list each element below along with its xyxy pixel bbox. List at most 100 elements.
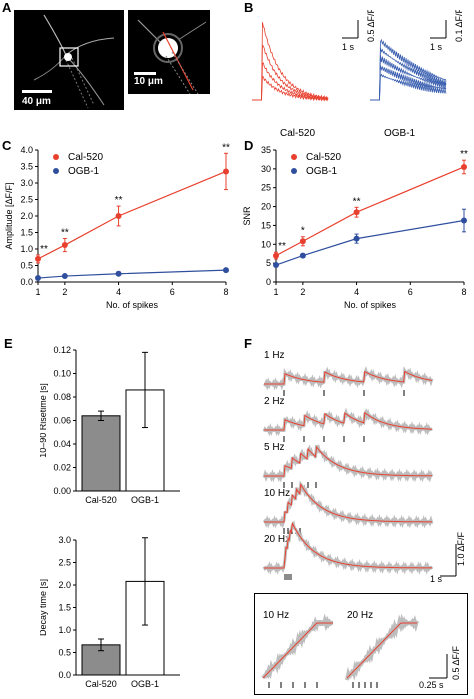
rate-label: 20 Hz [264,534,290,545]
trace-fit [264,370,433,385]
y-tick-label: 0 [266,277,271,287]
significance-label: ** [115,195,123,206]
panel-f-letter: F [244,336,252,351]
data-point [35,275,41,282]
data-point [299,252,306,259]
y-tick-label: 0.0 [20,277,33,287]
f-scale-time: 1 s [430,574,443,584]
inset-trace-raw [261,613,333,680]
data-point [223,168,229,175]
y-axis-label: Amplitude [ΔF/F] [4,182,14,249]
f-inset-scale-amp: 0.5 ΔF/F [451,645,461,680]
b-red-scale-time: 1 s [342,42,355,52]
x-tick-label: 8 [461,287,466,297]
x-tick-label: 1 [35,287,40,297]
x-tick-label: 4 [354,287,359,297]
blue-trace [370,38,447,101]
inset-trace-raw [345,613,419,681]
inset-scale-bar [429,654,448,679]
rate-label: 1 Hz [264,350,285,361]
rate-label: 2 Hz [264,396,285,407]
data-point [115,270,122,277]
x-tick-label: 6 [408,287,413,297]
trace-fit [264,521,432,569]
scale-bar-right [134,72,156,75]
y-tick-label: 2.0 [20,211,33,221]
f-inset-traces [261,613,448,688]
legend-marker [291,168,297,174]
legend-marker [53,168,59,174]
legend-marker [53,154,59,160]
panel-b-letter: B [244,0,254,15]
y-tick-label: 0.12 [53,345,71,355]
y-tick-label: 5 [266,258,271,268]
data-point [61,242,68,249]
chart-e-risetime: 0.00 0.02 0.04 0.06 0.08 0.10 0.12 10–90 Riseti… [40,345,180,505]
legend-label: OGB-1 [306,166,338,177]
x-axis-label: No. of spikes [106,300,159,310]
micrograph-zoom: 10 μm [128,10,210,94]
category-label: OGB-1 [131,495,159,505]
x-tick-label: 6 [170,287,175,297]
category-label: Cal-520 [85,679,117,689]
f-inset-label-20hz: 20 Hz [347,610,374,621]
panel-b-traces: 1 s 0.5 ΔF/F 1 s 0.1 ΔF/F [252,10,464,102]
y-tick-label: 2.5 [20,195,33,205]
trace-fit [264,482,432,523]
y-tick-label: 0.04 [53,439,71,449]
trace-raw [262,520,434,575]
y-tick-label: 20 [261,202,271,212]
bar-0 [81,415,121,492]
data-point [115,213,122,219]
inset-trace-fit [346,622,417,679]
y-tick-label: 4.0 [20,145,33,155]
significance-label: ** [278,241,286,252]
blue-traces [370,38,447,101]
y-tick-label: 1.5 [58,603,71,613]
data-point [353,209,360,216]
series-line-1 [275,219,465,266]
y-tick-label: 1.5 [20,228,33,238]
y-tick-label: 2.0 [58,580,71,590]
data-point [61,273,68,280]
x-tick-label: 1 [273,287,278,297]
micrograph-overview: 40 μm [14,10,124,110]
y-axis-label: Decay time [s] [40,579,48,636]
y-tick-label: 15 [261,220,271,230]
data-point [461,217,467,224]
spike-train-marker [284,574,292,580]
inset-trace-fit [262,622,333,679]
d-top-label-left: Cal-520 [280,128,316,139]
series-line-0 [37,170,227,260]
panel-d-letter: D [244,138,254,153]
rate-label: 5 Hz [264,442,285,453]
y-axis-label: 10–90 Risetime [s] [40,383,48,458]
y-tick-label: 35 [261,145,271,155]
f-scale-bar [440,544,457,577]
x-tick-label: 4 [116,287,121,297]
x-axis-label: No. of spikes [344,300,397,310]
f-inset-label-10hz: 10 Hz [263,610,290,621]
chart-c: 0.0 0.5 1.0 1.5 2.0 2.5 3.0 3.5 4.0 1 2 4 6 8 No. of s… [4,142,230,310]
b-blue-scale-amp: 0.1 ΔF/F [454,10,464,42]
y-tick-label: 30 [261,164,271,174]
red-traces [252,22,329,102]
y-tick-label: 1.0 [58,625,71,635]
y-tick-label: 0.08 [53,392,71,402]
b-blue-scale-time: 1 s [430,42,443,52]
f-inset-box: 10 Hz 20 Hz 0.5 ΔF/F 0.25 s [254,593,468,695]
scale-label-right: 10 μm [134,76,163,87]
y-tick-label: 3.5 [20,162,33,172]
data-point [273,252,279,259]
chart-e-decay: 0.0 0.5 1.0 1.5 2.0 2.5 3.0 Decay time [s] Cal-5… [40,535,180,689]
significance-label: ** [460,149,468,160]
y-tick-label: 0.00 [53,486,71,496]
y-tick-label: 0.5 [20,261,33,271]
blue-trace [370,65,447,101]
d-top-label-right: OGB-1 [384,128,416,139]
rate-label: 10 Hz [264,488,290,499]
legend-label: Cal-520 [68,152,103,163]
f-scale-amp: 1.0 ΔF/F [456,531,466,566]
x-tick-label: 8 [223,287,228,297]
